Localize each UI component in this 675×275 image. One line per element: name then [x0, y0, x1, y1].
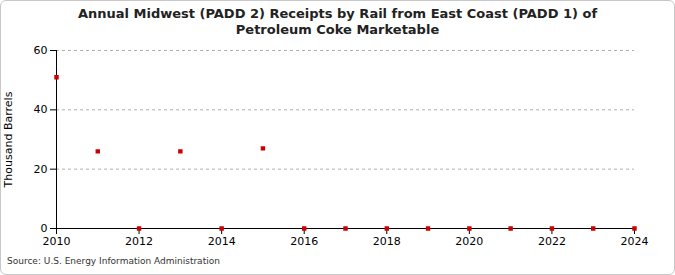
svg-text:2016: 2016: [290, 235, 318, 248]
svg-text:40: 40: [34, 103, 48, 116]
svg-text:2010: 2010: [43, 235, 71, 248]
svg-text:20: 20: [34, 163, 48, 176]
svg-text:2018: 2018: [373, 235, 401, 248]
svg-text:60: 60: [34, 44, 48, 57]
svg-text:0: 0: [41, 222, 48, 235]
svg-text:2020: 2020: [455, 235, 483, 248]
html-text:Source: U.S. Energy Informatio: Source: U.S. Energy Information Administ…: [7, 256, 220, 266]
svg-text:2024: 2024: [621, 235, 649, 248]
html-text:Annual Midwest (PADD 2) Receip: Annual Midwest (PADD 2) Receipts by Rail…: [77, 6, 598, 37]
svg-text:2014: 2014: [208, 235, 236, 248]
svg-text:Thousand Barrels: Thousand Barrels: [2, 91, 15, 188]
svg-text:2012: 2012: [125, 235, 153, 248]
svg-text:2022: 2022: [538, 235, 566, 248]
